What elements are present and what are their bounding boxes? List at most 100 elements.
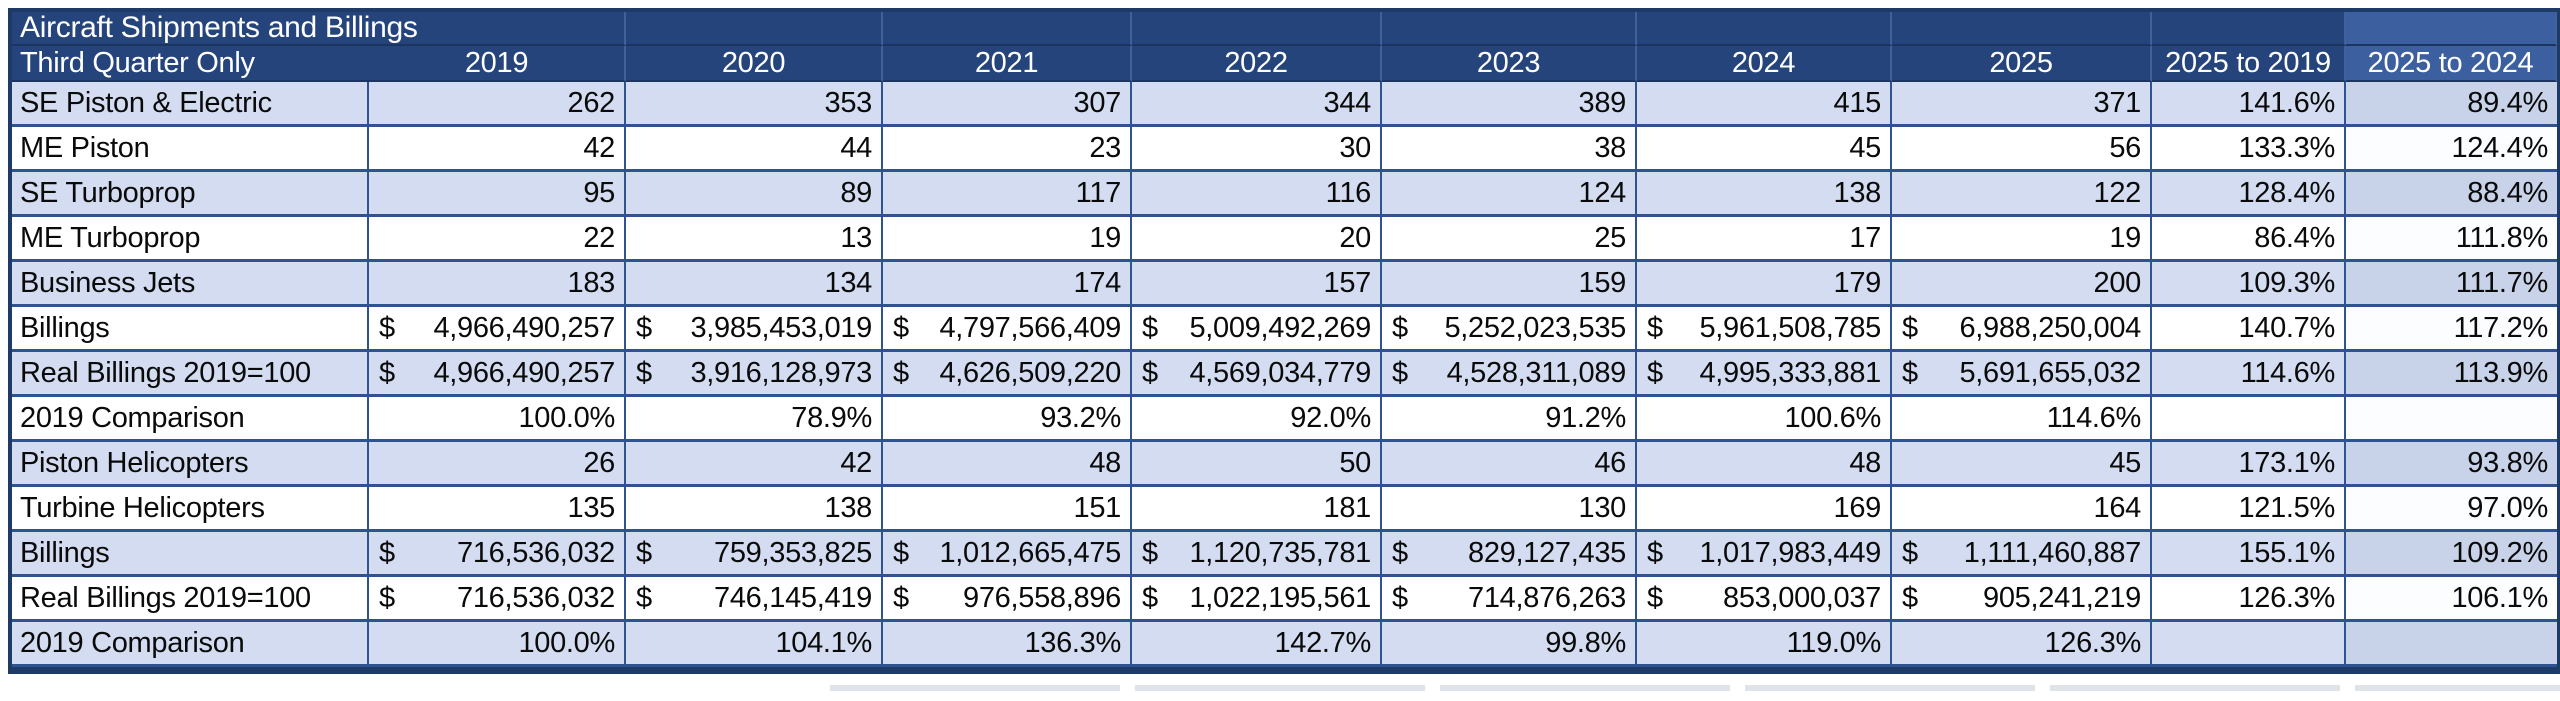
data-cell[interactable]: 48: [1637, 442, 1892, 487]
data-cell[interactable]: $1,120,735,781: [1132, 532, 1382, 577]
row-label[interactable]: SE Turboprop: [12, 172, 369, 217]
data-cell[interactable]: 92.0%: [1132, 397, 1382, 442]
data-cell[interactable]: 86.4%: [2152, 217, 2346, 262]
data-cell[interactable]: 56: [1892, 127, 2152, 172]
data-cell[interactable]: 13: [626, 217, 883, 262]
data-cell[interactable]: 100.0%: [369, 397, 626, 442]
data-cell[interactable]: 25: [1382, 217, 1637, 262]
data-cell[interactable]: 124.4%: [2346, 127, 2557, 172]
row-label[interactable]: Billings: [12, 532, 369, 577]
row-label[interactable]: Business Jets: [12, 262, 369, 307]
data-cell[interactable]: 38: [1382, 127, 1637, 172]
data-cell[interactable]: $1,012,665,475: [883, 532, 1132, 577]
data-cell[interactable]: $4,569,034,779: [1132, 352, 1382, 397]
data-cell[interactable]: $716,536,032: [369, 577, 626, 622]
column-header-2023[interactable]: 2023: [1382, 46, 1637, 82]
data-cell[interactable]: [2346, 397, 2557, 442]
row-label[interactable]: 2019 Comparison: [12, 397, 369, 442]
title-row-spacer-cell[interactable]: [2152, 12, 2346, 46]
data-cell[interactable]: $905,241,219: [1892, 577, 2152, 622]
data-cell[interactable]: 138: [1637, 172, 1892, 217]
data-cell[interactable]: 46: [1382, 442, 1637, 487]
data-cell[interactable]: 138: [626, 487, 883, 532]
data-cell[interactable]: 19: [1892, 217, 2152, 262]
data-cell[interactable]: $714,876,263: [1382, 577, 1637, 622]
column-header-2020[interactable]: 2020: [626, 46, 883, 82]
row-label[interactable]: 2019 Comparison: [12, 622, 369, 667]
data-cell[interactable]: 93.8%: [2346, 442, 2557, 487]
data-cell[interactable]: $5,252,023,535: [1382, 307, 1637, 352]
data-cell[interactable]: 22: [369, 217, 626, 262]
row-label[interactable]: Turbine Helicopters: [12, 487, 369, 532]
data-cell[interactable]: 88.4%: [2346, 172, 2557, 217]
data-cell[interactable]: 119.0%: [1637, 622, 1892, 667]
data-cell[interactable]: $6,988,250,004: [1892, 307, 2152, 352]
row-label[interactable]: Piston Helicopters: [12, 442, 369, 487]
data-cell[interactable]: 179: [1637, 262, 1892, 307]
column-header-2024[interactable]: 2024: [1637, 46, 1892, 82]
data-cell[interactable]: 130: [1382, 487, 1637, 532]
data-cell[interactable]: 93.2%: [883, 397, 1132, 442]
title-row-spacer-cell[interactable]: [1132, 12, 1382, 46]
data-cell[interactable]: $1,111,460,887: [1892, 532, 2152, 577]
data-cell[interactable]: [2152, 622, 2346, 667]
data-cell[interactable]: 371: [1892, 82, 2152, 127]
data-cell[interactable]: 99.8%: [1382, 622, 1637, 667]
data-cell[interactable]: 126.3%: [2152, 577, 2346, 622]
data-cell[interactable]: $716,536,032: [369, 532, 626, 577]
data-cell[interactable]: 134: [626, 262, 883, 307]
table-title-cell[interactable]: Aircraft Shipments and Billings: [12, 11, 626, 46]
column-header-2021[interactable]: 2021: [883, 46, 1132, 82]
data-cell[interactable]: 78.9%: [626, 397, 883, 442]
data-cell[interactable]: 45: [1637, 127, 1892, 172]
data-cell[interactable]: $3,916,128,973: [626, 352, 883, 397]
data-cell[interactable]: $1,017,983,449: [1637, 532, 1892, 577]
data-cell[interactable]: 344: [1132, 82, 1382, 127]
data-cell[interactable]: 124: [1382, 172, 1637, 217]
data-cell[interactable]: 173.1%: [2152, 442, 2346, 487]
data-cell[interactable]: 44: [626, 127, 883, 172]
data-cell[interactable]: [2346, 622, 2557, 667]
title-row-spacer-cell[interactable]: [626, 12, 883, 46]
data-cell[interactable]: 164: [1892, 487, 2152, 532]
data-cell[interactable]: 200: [1892, 262, 2152, 307]
column-header-2025[interactable]: 2025: [1892, 46, 2152, 82]
column-header-2025-to-2019[interactable]: 2025 to 2019: [2152, 46, 2346, 82]
data-cell[interactable]: 117.2%: [2346, 307, 2557, 352]
data-cell[interactable]: 19: [883, 217, 1132, 262]
data-cell[interactable]: 133.3%: [2152, 127, 2346, 172]
data-cell[interactable]: $4,995,333,881: [1637, 352, 1892, 397]
data-cell[interactable]: 141.6%: [2152, 82, 2346, 127]
data-cell[interactable]: 89: [626, 172, 883, 217]
data-cell[interactable]: $5,961,508,785: [1637, 307, 1892, 352]
data-cell[interactable]: $746,145,419: [626, 577, 883, 622]
data-cell[interactable]: 50: [1132, 442, 1382, 487]
data-cell[interactable]: 128.4%: [2152, 172, 2346, 217]
data-cell[interactable]: $976,558,896: [883, 577, 1132, 622]
data-cell[interactable]: 100.6%: [1637, 397, 1892, 442]
data-cell[interactable]: 17: [1637, 217, 1892, 262]
data-cell[interactable]: 116: [1132, 172, 1382, 217]
row-label[interactable]: Billings: [12, 307, 369, 352]
data-cell[interactable]: $5,691,655,032: [1892, 352, 2152, 397]
data-cell[interactable]: 121.5%: [2152, 487, 2346, 532]
data-cell[interactable]: $829,127,435: [1382, 532, 1637, 577]
data-cell[interactable]: 23: [883, 127, 1132, 172]
data-cell[interactable]: 126.3%: [1892, 622, 2152, 667]
data-cell[interactable]: $759,353,825: [626, 532, 883, 577]
column-header-2019[interactable]: 2019: [369, 46, 626, 82]
data-cell[interactable]: 135: [369, 487, 626, 532]
data-cell[interactable]: 113.9%: [2346, 352, 2557, 397]
data-cell[interactable]: 151: [883, 487, 1132, 532]
data-cell[interactable]: $4,797,566,409: [883, 307, 1132, 352]
data-cell[interactable]: [2152, 397, 2346, 442]
data-cell[interactable]: 95: [369, 172, 626, 217]
data-cell[interactable]: 157: [1132, 262, 1382, 307]
data-cell[interactable]: $4,966,490,257: [369, 352, 626, 397]
data-cell[interactable]: 114.6%: [1892, 397, 2152, 442]
data-cell[interactable]: 183: [369, 262, 626, 307]
title-row-spacer-cell[interactable]: [1637, 12, 1892, 46]
data-cell[interactable]: 42: [626, 442, 883, 487]
title-row-spacer-cell[interactable]: [883, 12, 1132, 46]
data-cell[interactable]: 181: [1132, 487, 1382, 532]
